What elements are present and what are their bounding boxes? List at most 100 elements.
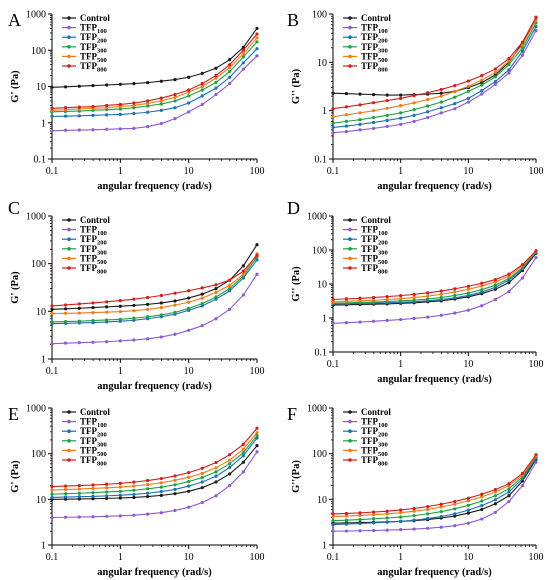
panel-c-series-control-line	[51, 244, 258, 310]
panel-b-series-tfp300-point	[331, 121, 335, 125]
panel-b-legend-tfp100-label: TFP100	[361, 23, 388, 35]
panel-c-series-tfp100-point	[77, 341, 81, 345]
panel-c-series-tfp800-line	[51, 254, 258, 307]
panel-c-series-tfp500-point	[77, 311, 81, 315]
panel-d-series-tfp800-point	[385, 295, 389, 299]
panel-b-series-tfp300-point	[453, 95, 457, 99]
panel-b-series-tfp800-point	[439, 87, 443, 92]
panel-a-series-tfp800-point	[228, 63, 232, 67]
panel-f-series-tfp200-point	[358, 521, 362, 526]
panel-a-x-tick-label: 100	[250, 166, 265, 177]
panel-e-series-control-point	[105, 496, 109, 500]
panel-a-series-tfp300-point	[173, 99, 177, 103]
panel-f-x-tick-label: 100	[529, 552, 544, 563]
panel-e-series-tfp300-point	[255, 433, 259, 438]
panel-b-series-tfp500-point	[453, 89, 457, 94]
panel-b-y-tick-label: 0.1	[315, 155, 328, 166]
panel-d-legend-tfp800-label: TFP800	[361, 263, 388, 276]
panel-a-series-tfp800-line	[51, 33, 258, 109]
panel-d-series-tfp100-point	[439, 313, 443, 317]
panel-f-series-tfp500-point	[358, 513, 362, 517]
panel-c-series-tfp500-point	[159, 305, 163, 310]
panel-a-series-tfp300-point	[187, 94, 191, 98]
panel-f-series-tfp500-point	[412, 509, 416, 513]
panel-e-series-tfp800-line	[51, 427, 258, 488]
panel-a-series-tfp200-point	[132, 111, 136, 116]
panel-e-series-control-point	[146, 494, 150, 499]
panel-d-y-tick-label: 1000	[307, 212, 327, 223]
panel-d-series-tfp800-point	[507, 272, 511, 276]
panel-c-series-tfp500-point	[118, 309, 122, 314]
panel-b-series-tfp100-point	[331, 131, 335, 135]
panel-f-y-tick-label: 10	[317, 495, 327, 506]
panel-e-series-tfp200-point	[159, 489, 163, 494]
panel-e-series-tfp300-point	[132, 488, 136, 492]
panel-f-legend-tfp500-label: TFP500	[361, 445, 388, 458]
panel-e-y-tick-label: 1	[41, 541, 46, 552]
panel-e-series-tfp100-point	[241, 470, 245, 474]
panel-d-series-tfp800-point	[358, 296, 362, 300]
panel-b-series-tfp200-point	[426, 110, 430, 114]
panel-e-x-tick-label: 1	[118, 552, 123, 563]
panel-a-series-control-point	[91, 83, 95, 88]
panel-c-series-tfp500-point	[214, 290, 218, 294]
panel-e-legend-tfp500-marker	[67, 448, 71, 453]
panel-e-series-tfp800-point	[200, 466, 204, 470]
panel-f-series-tfp200-point	[399, 519, 403, 523]
panel-a-series-control-point	[105, 83, 109, 87]
panel-e-series-tfp300-point	[159, 485, 163, 489]
panel-f-series-tfp800-point	[493, 488, 497, 492]
panel-e-series-tfp100-point	[159, 511, 163, 515]
panel-a-series-tfp500-line	[51, 37, 258, 111]
panel-b-series-tfp200-point	[371, 120, 376, 125]
panel-b-series-tfp500-point	[466, 84, 470, 88]
panel-e-series-tfp300-line	[51, 435, 258, 495]
panel-e-y-axis-title: G' (Pa)	[10, 460, 21, 493]
panel-b-series-tfp200-point	[358, 122, 362, 126]
panel-b-series-tfp100-point	[371, 126, 376, 130]
panel-a-series-control-point	[132, 82, 136, 86]
panel-b-series-tfp100-line	[332, 30, 537, 134]
panel-a: A 0.1 1 10 100 0.1 1 10 100 1000 angular frequency…	[8, 10, 265, 193]
panel-e-series-tfp100-point	[118, 514, 122, 518]
panel-f-series-tfp500-point	[426, 507, 430, 512]
panel-e-series-tfp200-point	[214, 474, 218, 478]
panel-e-series-tfp500-point	[132, 484, 136, 488]
panel-e-series-tfp800-point	[228, 453, 232, 457]
panel-c-series-tfp100-point	[241, 293, 245, 297]
panel-d-series-tfp800-point	[399, 294, 403, 298]
panel-f-series-tfp300-point	[453, 507, 457, 511]
panel-b-series-control-point	[439, 91, 443, 95]
panel-e-series-tfp500-point	[228, 458, 232, 462]
panel-b-x-tick-label: 0.1	[327, 166, 340, 177]
panel-f-series-tfp800-point	[480, 492, 484, 496]
panel-b-legend-tfp300-marker	[348, 45, 352, 49]
panel-e-x-tick-label: 0.1	[46, 552, 59, 563]
panel-f-series-tfp100-point	[534, 460, 538, 464]
panel-b-series-tfp200-line	[332, 26, 537, 128]
panel-c-series-control-point	[214, 286, 218, 291]
panel-b-series-tfp200-point	[412, 113, 416, 117]
panel-f-series-tfp100-point	[371, 528, 376, 533]
panel-b-y-tick-label: 10	[317, 58, 327, 69]
panel-e-legend-tfp200-marker	[67, 429, 71, 434]
panel-d-series-tfp500-point	[331, 300, 335, 304]
panel-a-series-tfp800-point	[159, 96, 163, 100]
panel-f-legend-tfp100-marker	[348, 419, 352, 424]
panel-d-series-tfp100-point	[331, 321, 335, 325]
panel-a-series-tfp100-point	[91, 128, 95, 132]
panel-f-series-tfp300-point	[371, 517, 376, 521]
panel-d-legend-control-label: Control	[361, 215, 391, 225]
panel-e-series-tfp500-point	[77, 487, 81, 491]
panel-e-series-tfp800-point	[77, 483, 81, 488]
panel-c-series-tfp500-line	[51, 253, 258, 315]
panel-e-series-tfp100-point	[91, 515, 95, 519]
panel-b-series-tfp500-point	[480, 78, 484, 82]
panel-d-series-tfp800-point	[331, 297, 335, 302]
panel-a-series-tfp100-point	[200, 102, 204, 107]
panel-c-series-tfp300-point	[228, 286, 232, 291]
panel-f-series-tfp100-point	[507, 499, 511, 504]
panel-c-series-tfp100-point	[228, 307, 232, 311]
panel-b-series-control-point	[385, 93, 389, 97]
